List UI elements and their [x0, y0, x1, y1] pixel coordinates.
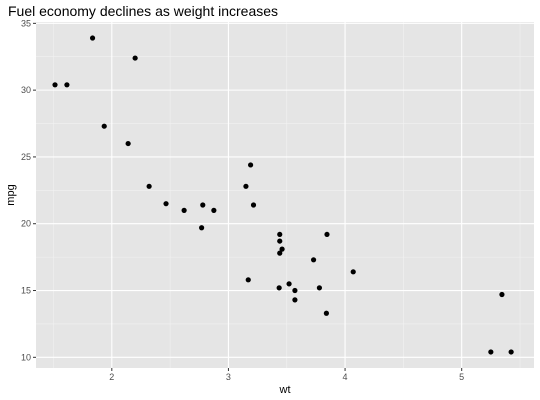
data-point-28 [245, 277, 251, 283]
data-point-7 [247, 162, 254, 168]
axis-ticks [33, 22, 463, 371]
x-tick-label-3: 5 [459, 372, 464, 382]
y-tick-label-4: 30 [21, 85, 31, 95]
y-tick-label-3: 25 [21, 152, 31, 162]
data-point-2 [146, 183, 152, 189]
y-tick-label-0: 10 [21, 352, 31, 362]
data-point-22 [276, 285, 282, 291]
x-axis-label: wt [279, 384, 291, 396]
x-tick-label-0: 2 [109, 372, 114, 382]
grid-lines [36, 22, 534, 368]
data-point-30 [292, 287, 298, 294]
data-points [52, 35, 514, 355]
data-point-13 [316, 285, 323, 291]
data-point-26 [125, 140, 131, 147]
y-axis-label: mpg [5, 184, 17, 205]
data-point-23 [323, 310, 330, 316]
data-point-11 [350, 269, 356, 275]
data-point-4 [277, 238, 283, 244]
data-point-20 [163, 201, 169, 207]
y-tick-label-2: 20 [21, 219, 31, 229]
data-point-15 [508, 349, 514, 355]
data-point-29 [199, 225, 205, 231]
data-point-12 [310, 257, 317, 263]
data-point-24 [324, 231, 330, 238]
data-point-21 [286, 281, 292, 287]
y-tick-labels: 10 15 20 25 30 35 [21, 18, 31, 362]
data-point-17 [132, 55, 138, 61]
data-point-14 [488, 349, 494, 355]
data-point-16 [499, 291, 505, 298]
x-tick-labels: 2 3 4 5 [109, 372, 464, 382]
data-point-3 [250, 202, 257, 208]
data-point-31 [200, 202, 206, 208]
data-point-1 [211, 207, 217, 213]
y-tick-label-1: 15 [21, 286, 31, 296]
data-point-19 [89, 35, 96, 41]
data-point-6 [292, 297, 298, 303]
x-tick-label-1: 3 [226, 372, 231, 382]
data-point-10 [277, 250, 283, 256]
data-point-9 [277, 231, 283, 238]
x-tick-label-2: 4 [343, 372, 348, 382]
chart-title: Fuel economy declines as weight increase… [8, 3, 278, 19]
y-tick-label-5: 35 [21, 18, 31, 28]
data-point-0 [181, 207, 187, 213]
data-point-5 [279, 246, 285, 252]
data-point-18 [64, 82, 70, 88]
data-point-25 [101, 123, 107, 129]
plot-panel [36, 22, 534, 368]
data-point-27 [52, 82, 58, 88]
data-point-8 [243, 183, 249, 189]
